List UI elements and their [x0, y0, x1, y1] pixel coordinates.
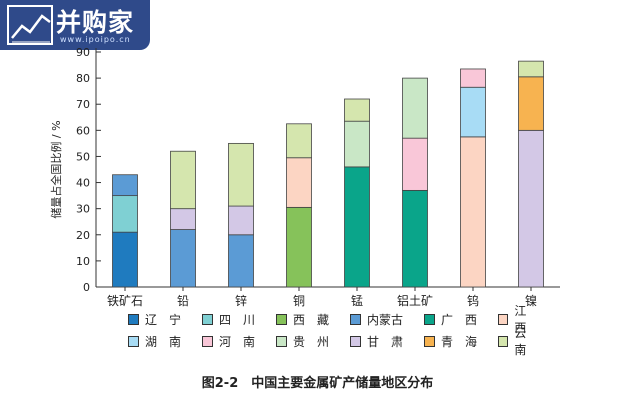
y-tick-label: 80: [76, 72, 90, 85]
x-tick-label: 锰: [351, 293, 363, 308]
bar-segment: [460, 136, 486, 288]
bar-segment: [112, 174, 138, 197]
legend-item: 甘 肃: [350, 334, 404, 349]
legend-label: 青 海: [441, 334, 478, 349]
y-tick-label: 90: [76, 46, 90, 59]
legend-label: 广 西: [441, 312, 478, 327]
bar-segment: [402, 189, 428, 288]
logo-text: 并购家: [56, 8, 135, 37]
y-tick-label: 70: [76, 98, 90, 111]
legend-label: 辽 宁: [145, 312, 182, 327]
bar-segment: [228, 205, 254, 236]
bar-segment: [402, 137, 428, 191]
legend-swatch: [350, 313, 361, 325]
logo-url: www.ipoipo.cn: [60, 35, 131, 44]
legend-item: 广 西: [424, 312, 478, 327]
legend-swatch: [202, 335, 213, 347]
x-tick-label: 镍: [525, 294, 537, 308]
bar-segment: [286, 123, 312, 159]
y-tick-label: 20: [76, 229, 90, 242]
legend-item: 湖 南: [128, 334, 182, 349]
bar-segment: [344, 120, 370, 168]
bar-segment: [112, 231, 138, 288]
legend-item: 辽 宁: [128, 312, 182, 327]
legend-swatch: [128, 335, 139, 347]
bar-segment: [344, 98, 370, 122]
y-tick-label: 10: [76, 255, 90, 268]
legend-item: 贵 州: [276, 334, 330, 349]
bar-segment: [228, 234, 254, 288]
chart-logo-icon: [7, 5, 53, 45]
bar-segment: [518, 129, 544, 288]
y-tick-label: 50: [76, 150, 90, 163]
figure-caption: 图2-2 中国主要金属矿产储量地区分布: [201, 376, 434, 391]
y-axis-label: 储量占全国比例 / %: [49, 120, 63, 218]
legend-item: 云 南: [498, 326, 548, 357]
y-tick-label: 60: [76, 124, 90, 137]
bar-segment: [518, 76, 544, 131]
legend-label: 四 川: [219, 312, 256, 327]
legend-item: 内蒙古: [350, 312, 404, 327]
x-tick-label: 铝土矿: [397, 293, 433, 308]
legend-label: 云 南: [514, 326, 539, 357]
legend-item: 江 西: [498, 304, 548, 335]
logo-badge: 并购家 www.ipoipo.cn: [0, 0, 150, 50]
legend-label: 西 藏: [293, 312, 330, 327]
y-tick-label: 30: [76, 203, 90, 216]
bar-segment: [518, 60, 544, 78]
bar-segment: [170, 208, 196, 230]
legend-swatch: [202, 313, 213, 325]
legend-item: 青 海: [424, 334, 478, 349]
legend-label: 贵 州: [293, 334, 330, 349]
x-tick-label: 钨: [467, 293, 479, 308]
legend-swatch: [276, 335, 287, 347]
x-tick-label: 锌: [235, 294, 247, 308]
legend-item: 四 川: [202, 312, 256, 327]
bar-segment: [344, 166, 370, 288]
legend-label: 湖 南: [145, 334, 182, 349]
bar-segment: [460, 86, 486, 138]
bar-segment: [286, 206, 312, 288]
bar-segment: [460, 68, 486, 88]
legend-swatch: [276, 313, 287, 325]
legend-item: 河 南: [202, 334, 256, 349]
x-tick-label: 铜: [293, 293, 305, 308]
legend-swatch: [498, 335, 509, 347]
bar-segment: [402, 77, 428, 139]
legend-label: 内蒙古: [367, 312, 404, 327]
bar-segment: [286, 157, 312, 208]
bar-segment: [112, 195, 138, 233]
legend-swatch: [424, 313, 435, 325]
legend-swatch: [128, 313, 139, 325]
bar-segment: [228, 142, 254, 207]
y-tick-label: 40: [76, 177, 90, 190]
x-tick-label: 铅: [177, 294, 189, 308]
legend-label: 江 西: [514, 304, 539, 335]
bar-segment: [170, 150, 196, 210]
legend-label: 甘 肃: [367, 334, 404, 349]
x-tick-label: 铁矿石: [107, 294, 143, 308]
legend-swatch: [350, 335, 361, 347]
bar-segment: [170, 229, 196, 288]
legend-swatch: [498, 313, 509, 325]
legend-label: 河 南: [219, 334, 256, 349]
legend-item: 西 藏: [276, 312, 330, 327]
legend-swatch: [424, 335, 435, 347]
y-tick-label: 0: [83, 281, 90, 294]
